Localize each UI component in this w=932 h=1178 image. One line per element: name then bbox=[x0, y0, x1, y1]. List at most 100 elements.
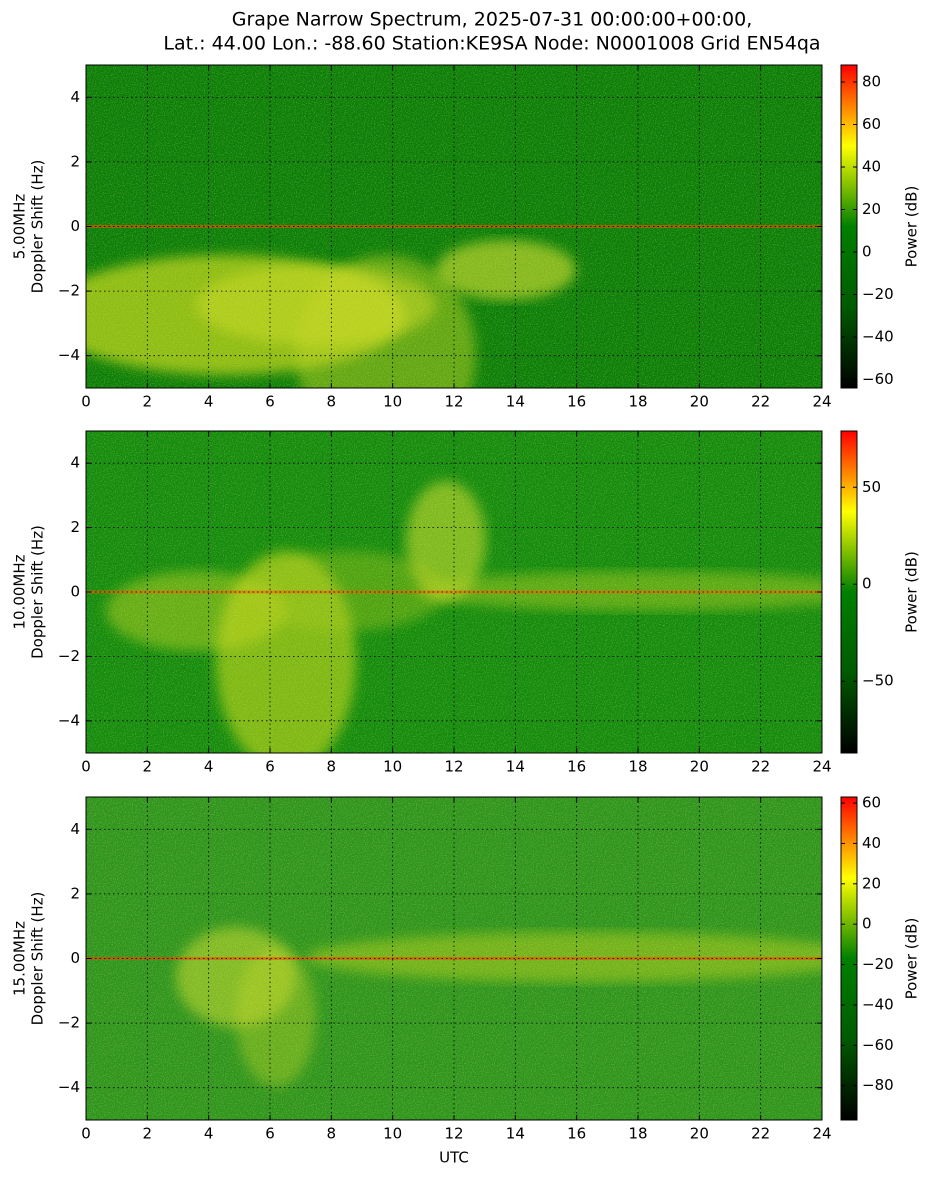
colorbar-tick-label: 20 bbox=[862, 200, 881, 218]
x-tick-label: 18 bbox=[628, 1125, 647, 1143]
colorbar-tick-label: −80 bbox=[862, 1076, 894, 1094]
carrier-trace bbox=[86, 957, 822, 960]
x-tick-label: 16 bbox=[567, 1125, 586, 1143]
x-tick-label: 0 bbox=[81, 758, 91, 776]
colorbar-tick-label: 0 bbox=[862, 915, 872, 933]
x-tick-label: 2 bbox=[143, 393, 153, 411]
colorbar-tick-label: −60 bbox=[862, 1036, 894, 1054]
y-tick-label: 2 bbox=[70, 152, 80, 170]
y-tick-label: 0 bbox=[70, 583, 80, 601]
x-tick-label: 8 bbox=[327, 758, 337, 776]
carrier-trace bbox=[86, 225, 822, 228]
x-tick-label: 0 bbox=[81, 393, 91, 411]
x-tick-label: 4 bbox=[204, 393, 214, 411]
x-tick-label: 14 bbox=[506, 1125, 525, 1143]
x-tick-label: 16 bbox=[567, 393, 586, 411]
colorbar-label: Power (dB) bbox=[903, 918, 921, 1000]
x-tick-label: 16 bbox=[567, 758, 586, 776]
y-tick-label: −2 bbox=[58, 1014, 80, 1032]
colorbar-tick-label: 60 bbox=[862, 115, 881, 133]
y-tick-label: 4 bbox=[70, 820, 80, 838]
x-tick-label: 10 bbox=[383, 1125, 402, 1143]
colorbar-tick-label: −50 bbox=[862, 672, 894, 690]
colorbar bbox=[840, 64, 858, 389]
x-tick-label: 20 bbox=[690, 393, 709, 411]
title-line: Lat.: 44.00 Lon.: -88.60 Station:KE9SA N… bbox=[163, 33, 820, 55]
colorbar-tick-label: 0 bbox=[862, 575, 872, 593]
y-tick-label: −2 bbox=[58, 647, 80, 665]
colorbar-tick-label: −40 bbox=[862, 328, 894, 346]
x-tick-label: 20 bbox=[690, 758, 709, 776]
spectrogram-image bbox=[86, 431, 822, 753]
y-tick-label: 0 bbox=[70, 949, 80, 967]
colorbar-tick-label: 20 bbox=[862, 874, 881, 892]
plot-frame bbox=[85, 64, 823, 389]
x-tick-label: 12 bbox=[444, 393, 463, 411]
colorbar-tick-label: 50 bbox=[862, 478, 881, 496]
colorbar-tick-label: 80 bbox=[862, 73, 881, 91]
plot-frame bbox=[85, 430, 823, 754]
colorbar-tick-label: 0 bbox=[862, 243, 872, 261]
y-tick-label: 2 bbox=[70, 518, 80, 536]
y-tick-label: −2 bbox=[58, 282, 80, 300]
x-tick-label: 18 bbox=[628, 758, 647, 776]
x-tick-label: 4 bbox=[204, 1125, 214, 1143]
colorbar-tick-label: 40 bbox=[862, 834, 881, 852]
y-axis-label: Doppler Shift (Hz) bbox=[29, 160, 47, 294]
y-tick-label: 4 bbox=[70, 454, 80, 472]
colorbar-tick-label: −40 bbox=[862, 995, 894, 1013]
y-tick-label: 2 bbox=[70, 884, 80, 902]
colorbar bbox=[840, 430, 858, 754]
y-tick-label: 0 bbox=[70, 217, 80, 235]
y-tick-label: −4 bbox=[58, 1078, 80, 1096]
y-axis-label: Doppler Shift (Hz) bbox=[29, 525, 47, 659]
colorbar-tick-label: 40 bbox=[862, 158, 881, 176]
x-tick-label: 12 bbox=[444, 758, 463, 776]
y-tick-label: −4 bbox=[58, 346, 80, 364]
y-tick-label: 4 bbox=[70, 88, 80, 106]
colorbar-tick-label: −20 bbox=[862, 285, 894, 303]
title-line: Grape Narrow Spectrum, 2025-07-31 00:00:… bbox=[232, 9, 753, 31]
colorbar-label: Power (dB) bbox=[903, 551, 921, 633]
colorbar-label: Power (dB) bbox=[903, 186, 921, 268]
x-tick-label: 0 bbox=[81, 1125, 91, 1143]
x-tick-label: 24 bbox=[812, 758, 831, 776]
x-tick-label: 12 bbox=[444, 1125, 463, 1143]
colorbar-tick-label: −20 bbox=[862, 955, 894, 973]
x-tick-label: 2 bbox=[143, 758, 153, 776]
colorbar-tick-label: 60 bbox=[862, 794, 881, 812]
x-tick-label: 4 bbox=[204, 758, 214, 776]
y-axis-label: Doppler Shift (Hz) bbox=[29, 892, 47, 1026]
y-axis-label: 10.00MHz bbox=[11, 554, 29, 629]
x-axis-label: UTC bbox=[439, 1149, 469, 1167]
x-tick-label: 8 bbox=[327, 1125, 337, 1143]
x-tick-label: 20 bbox=[690, 1125, 709, 1143]
y-axis-label: 15.00MHz bbox=[11, 921, 29, 996]
x-tick-label: 10 bbox=[383, 393, 402, 411]
colorbar-tick-label: −60 bbox=[862, 370, 894, 388]
x-tick-label: 6 bbox=[265, 1125, 275, 1143]
x-tick-label: 10 bbox=[383, 758, 402, 776]
colorbar bbox=[840, 796, 858, 1121]
x-tick-label: 18 bbox=[628, 393, 647, 411]
x-tick-label: 22 bbox=[751, 393, 770, 411]
x-tick-label: 8 bbox=[327, 393, 337, 411]
x-tick-label: 14 bbox=[506, 758, 525, 776]
x-tick-label: 24 bbox=[812, 393, 831, 411]
x-tick-label: 2 bbox=[143, 1125, 153, 1143]
x-tick-label: 14 bbox=[506, 393, 525, 411]
y-tick-label: −4 bbox=[58, 711, 80, 729]
plot-frame bbox=[85, 796, 823, 1121]
carrier-trace bbox=[86, 590, 822, 594]
x-tick-label: 22 bbox=[751, 1125, 770, 1143]
x-tick-label: 6 bbox=[265, 758, 275, 776]
y-axis-label: 5.00MHz bbox=[11, 194, 29, 260]
x-tick-label: 24 bbox=[812, 1125, 831, 1143]
x-tick-label: 22 bbox=[751, 758, 770, 776]
x-tick-label: 6 bbox=[265, 393, 275, 411]
